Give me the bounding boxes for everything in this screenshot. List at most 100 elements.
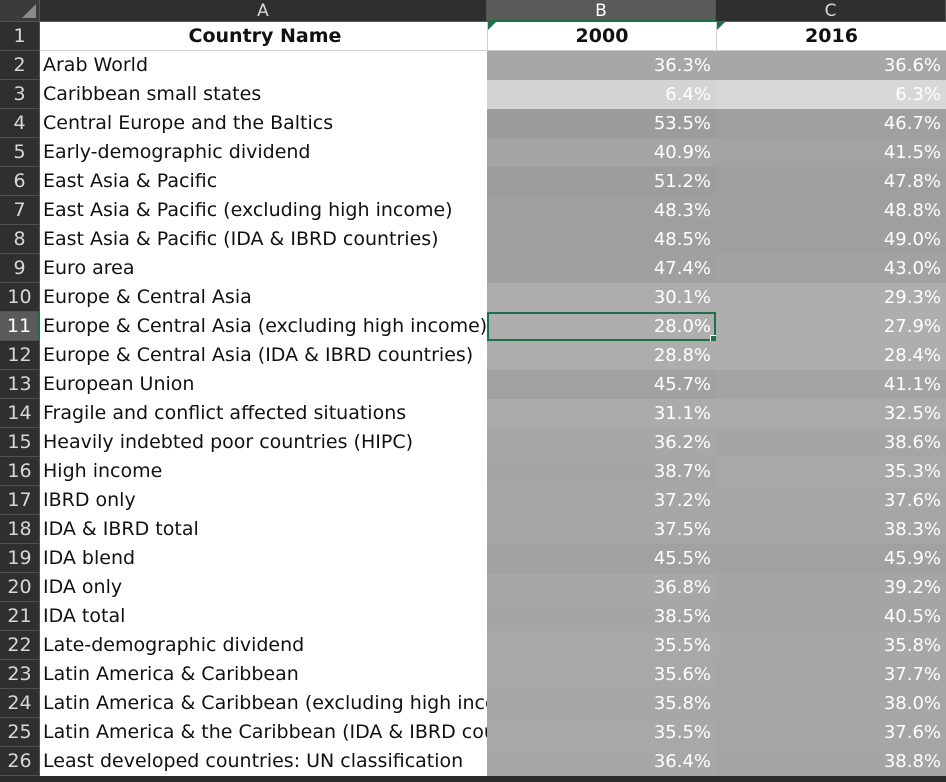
cell-value-2016[interactable]: 49.0% <box>716 225 946 254</box>
row-header[interactable]: 18 <box>0 515 40 544</box>
cell-country-name[interactable]: Fragile and conflict affected situations <box>40 399 487 428</box>
row-header[interactable]: 10 <box>0 283 40 312</box>
row-header[interactable]: 15 <box>0 428 40 457</box>
row-header[interactable]: 26 <box>0 747 40 776</box>
column-header-c[interactable]: C <box>716 0 946 22</box>
cell-value-2000[interactable]: 53.5% <box>487 109 716 138</box>
cell-value-2000[interactable]: 40.9% <box>487 138 716 167</box>
cell-value-2000[interactable]: 38.5% <box>487 602 716 631</box>
cell-value-2000[interactable]: 48.5% <box>487 225 716 254</box>
cell-value-2016[interactable]: 43.0% <box>716 254 946 283</box>
column-header-a[interactable]: A <box>40 0 487 22</box>
cell-country-name[interactable]: Central Europe and the Baltics <box>40 109 487 138</box>
row-header[interactable]: 20 <box>0 573 40 602</box>
cell-country-name[interactable]: Euro area <box>40 254 487 283</box>
row-header[interactable]: 16 <box>0 457 40 486</box>
row-header[interactable]: 3 <box>0 80 40 109</box>
cell-value-2000[interactable]: 30.1% <box>487 283 716 312</box>
cell-value-2000[interactable]: 36.3% <box>487 51 716 80</box>
row-header[interactable]: 17 <box>0 486 40 515</box>
cell-country-name[interactable]: IDA total <box>40 602 487 631</box>
row-header[interactable]: 23 <box>0 660 40 689</box>
cell-value-2000[interactable]: 35.6% <box>487 660 716 689</box>
cell-value-2016[interactable]: 37.6% <box>716 718 946 747</box>
cell-value-2016[interactable]: 37.6% <box>716 486 946 515</box>
cell-country-name[interactable]: IDA & IBRD total <box>40 515 487 544</box>
row-header[interactable]: 2 <box>0 51 40 80</box>
cell-value-2000[interactable]: 6.4% <box>487 80 716 109</box>
cell-country-name[interactable]: Latin America & Caribbean <box>40 660 487 689</box>
cell-value-2016[interactable]: 47.8% <box>716 167 946 196</box>
cell-value-2000[interactable]: 28.8% <box>487 341 716 370</box>
cell-value-2000[interactable]: 48.3% <box>487 196 716 225</box>
cell-value-2000[interactable]: 45.5% <box>487 544 716 573</box>
cell-country-name[interactable]: Arab World <box>40 51 487 80</box>
cell-value-2016[interactable]: 32.5% <box>716 399 946 428</box>
cell-country-name[interactable]: East Asia & Pacific (IDA & IBRD countrie… <box>40 225 487 254</box>
cell-value-2016[interactable]: 38.8% <box>716 747 946 776</box>
cell-value-2000[interactable]: 37.5% <box>487 515 716 544</box>
cell-value-2016[interactable]: 29.3% <box>716 283 946 312</box>
select-all-button[interactable] <box>0 0 40 22</box>
cell-value-2016[interactable]: 38.0% <box>716 689 946 718</box>
column-header-b[interactable]: B <box>487 0 716 22</box>
cell-value-2016[interactable]: 46.7% <box>716 109 946 138</box>
cell-value-2000[interactable]: 37.2% <box>487 486 716 515</box>
cell-value-2000[interactable]: 36.8% <box>487 573 716 602</box>
row-header[interactable]: 14 <box>0 399 40 428</box>
row-header[interactable]: 24 <box>0 689 40 718</box>
cell-value-2016[interactable]: 41.1% <box>716 370 946 399</box>
cell-country-name[interactable]: IDA blend <box>40 544 487 573</box>
cell-value-2000[interactable]: 47.4% <box>487 254 716 283</box>
row-header[interactable]: 5 <box>0 138 40 167</box>
row-header[interactable]: 7 <box>0 196 40 225</box>
cell-value-2000[interactable]: 31.1% <box>487 399 716 428</box>
cell-country-name[interactable]: East Asia & Pacific <box>40 167 487 196</box>
cell-value-2016[interactable]: 38.6% <box>716 428 946 457</box>
cell-country-name[interactable]: IBRD only <box>40 486 487 515</box>
cell-country-name[interactable]: Europe & Central Asia (excluding high in… <box>40 312 487 341</box>
cell-country-name[interactable]: Latin America & the Caribbean (IDA & IBR… <box>40 718 487 747</box>
cell-country-name[interactable]: Caribbean small states <box>40 80 487 109</box>
cell-value-2016[interactable]: 38.3% <box>716 515 946 544</box>
cell-value-2016[interactable]: 37.7% <box>716 660 946 689</box>
cell-country-name[interactable]: IDA only <box>40 573 487 602</box>
cell-value-2000[interactable]: 35.5% <box>487 718 716 747</box>
row-header[interactable]: 11 <box>0 312 40 341</box>
selected-cell-2000[interactable]: 28.0% <box>487 312 718 343</box>
cell-country-name[interactable]: East Asia & Pacific (excluding high inco… <box>40 196 487 225</box>
cell-country-name[interactable]: Heavily indebted poor countries (HIPC) <box>40 428 487 457</box>
row-header[interactable]: 25 <box>0 718 40 747</box>
row-header[interactable]: 19 <box>0 544 40 573</box>
cell-value-2000[interactable]: 35.8% <box>487 689 716 718</box>
row-header[interactable]: 6 <box>0 167 40 196</box>
cell-value-2016[interactable]: 28.4% <box>716 341 946 370</box>
cell-value-2000[interactable]: 38.7% <box>487 457 716 486</box>
cell-value-2000[interactable]: 35.5% <box>487 631 716 660</box>
cell-country-name[interactable]: Latin America & Caribbean (excluding hig… <box>40 689 487 718</box>
cell-value-2016[interactable]: 6.3% <box>716 80 946 109</box>
cell-value-2016[interactable]: 35.3% <box>716 457 946 486</box>
row-header[interactable]: 13 <box>0 370 40 399</box>
cell-value-2016[interactable]: 45.9% <box>716 544 946 573</box>
row-header[interactable]: 8 <box>0 225 40 254</box>
cell-value-2016[interactable]: 48.8% <box>716 196 946 225</box>
cell-value-2016[interactable]: 27.9% <box>716 312 946 341</box>
row-header[interactable]: 22 <box>0 631 40 660</box>
cell-country-name[interactable]: Least developed countries: UN classifica… <box>40 747 487 776</box>
header-cell-country[interactable]: Country Name <box>40 22 487 51</box>
cell-value-2016[interactable]: 39.2% <box>716 573 946 602</box>
cell-country-name[interactable]: Europe & Central Asia (IDA & IBRD countr… <box>40 341 487 370</box>
cell-country-name[interactable]: Europe & Central Asia <box>40 283 487 312</box>
cell-value-2016[interactable]: 40.5% <box>716 602 946 631</box>
row-header[interactable]: 21 <box>0 602 40 631</box>
cell-value-2016[interactable]: 35.8% <box>716 631 946 660</box>
cell-country-name[interactable]: High income <box>40 457 487 486</box>
cell-value-2016[interactable]: 41.5% <box>716 138 946 167</box>
cell-value-2000[interactable]: 36.4% <box>487 747 716 776</box>
cell-value-2000[interactable]: 36.2% <box>487 428 716 457</box>
row-header[interactable]: 4 <box>0 109 40 138</box>
cell-value-2000[interactable]: 51.2% <box>487 167 716 196</box>
cell-country-name[interactable]: Early-demographic dividend <box>40 138 487 167</box>
cell-value-2016[interactable]: 36.6% <box>716 51 946 80</box>
